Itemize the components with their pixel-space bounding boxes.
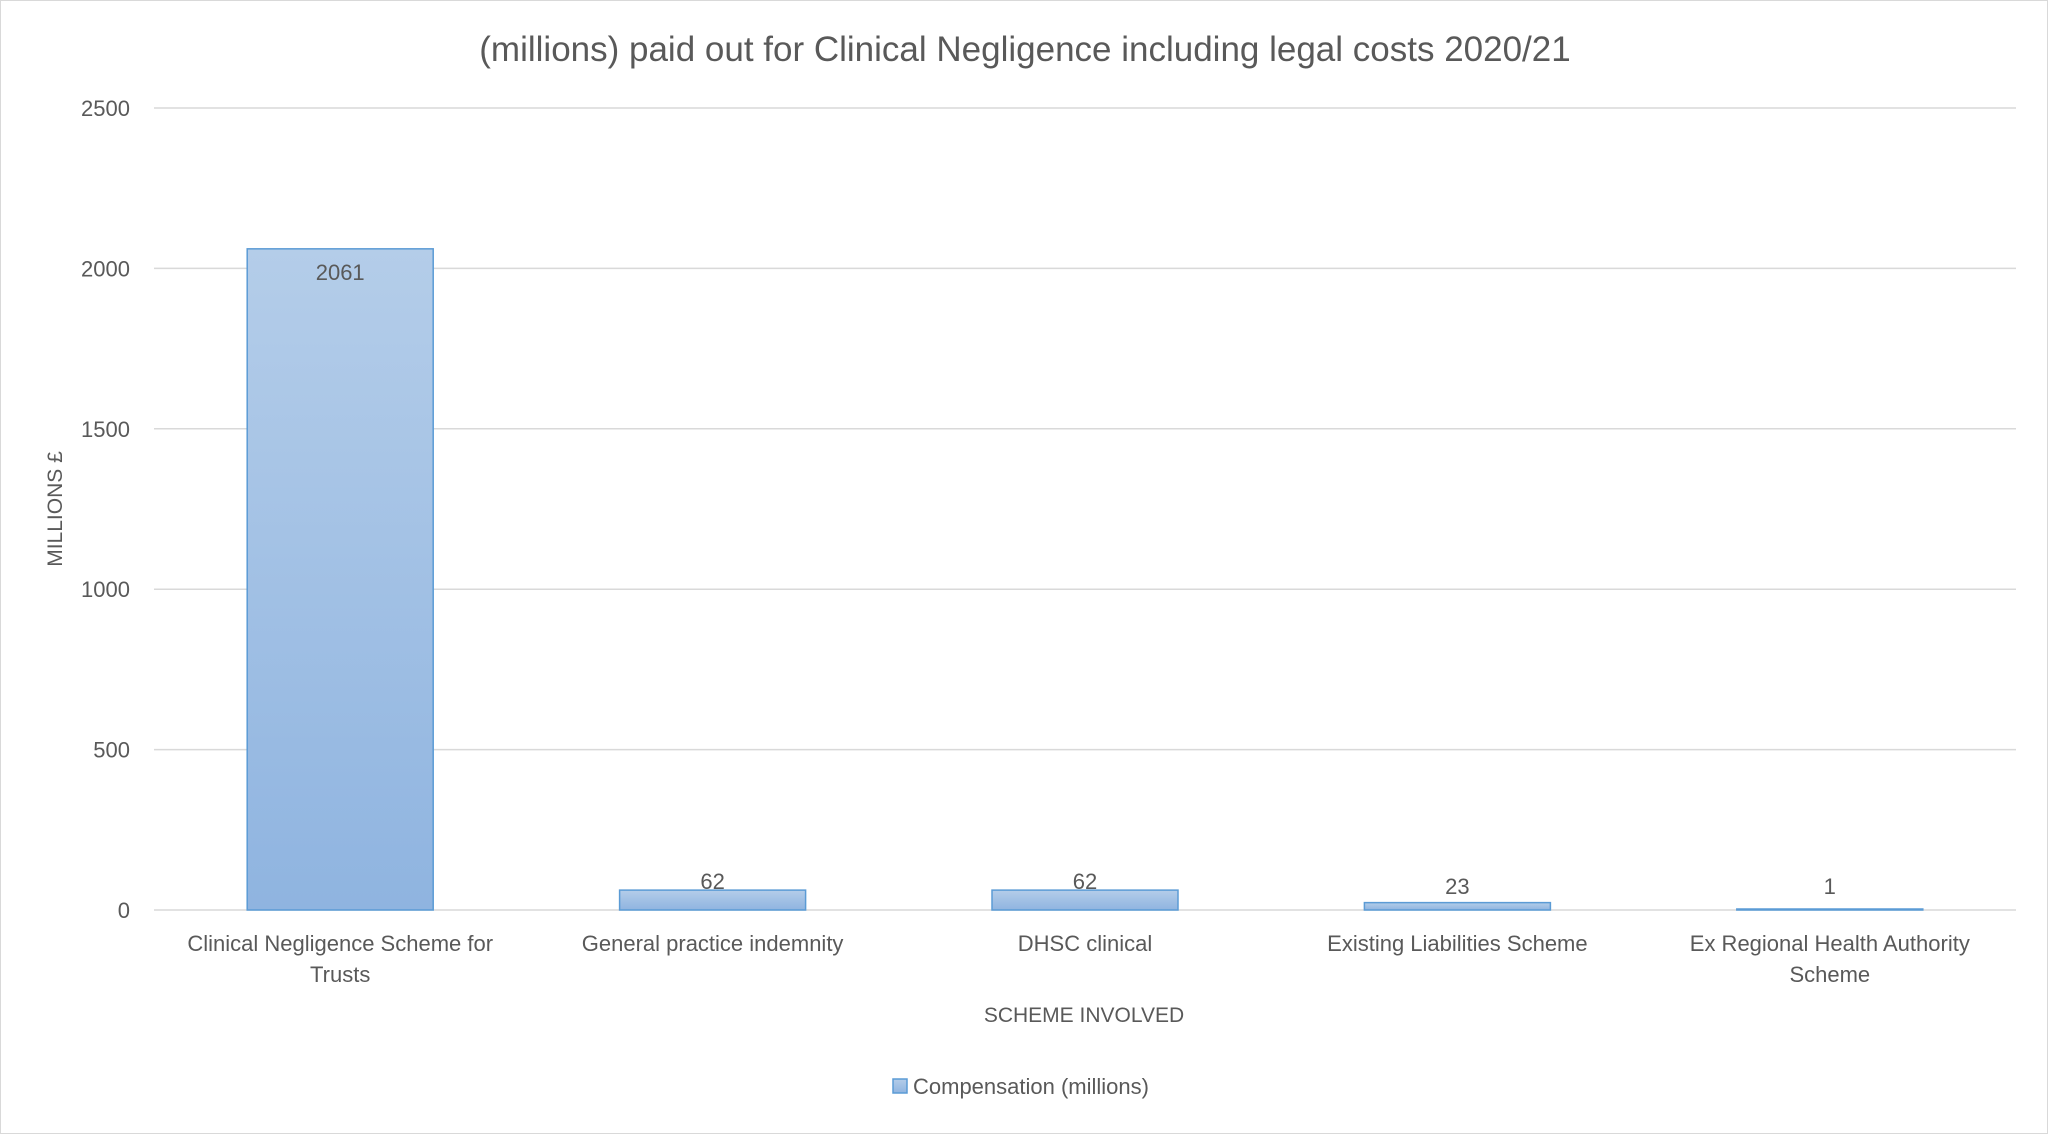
- bar: [618, 889, 807, 911]
- data-label: 23: [1445, 874, 1469, 899]
- x-category-label: Trusts: [310, 962, 370, 987]
- bar: [991, 889, 1179, 911]
- bar: [246, 248, 434, 911]
- x-category-label: Scheme: [1789, 962, 1870, 987]
- x-category-label: Existing Liabilities Scheme: [1327, 931, 1587, 956]
- y-tick-label: 0: [118, 898, 130, 923]
- legend: Compensation (millions): [892, 1074, 1149, 1099]
- bar: [1736, 908, 1924, 911]
- y-tick-label: 1500: [81, 417, 130, 442]
- x-category-label: General practice indemnity: [582, 931, 844, 956]
- x-category-label: DHSC clinical: [1018, 931, 1152, 956]
- data-label: 62: [700, 869, 724, 894]
- y-axis-title: MILLIONS £: [44, 451, 67, 567]
- x-axis-title: SCHEME INVOLVED: [984, 1004, 1184, 1027]
- data-label: 62: [1073, 869, 1097, 894]
- x-category-label: Clinical Negligence Scheme for: [187, 931, 493, 956]
- chart-title: (millions) paid out for Clinical Neglige…: [479, 30, 1570, 69]
- y-axis-ticks: 0 500 1000 1500 2000 2500: [81, 96, 130, 923]
- y-tick-label: 500: [93, 738, 130, 763]
- gridlines: [154, 107, 2016, 911]
- legend-label: Compensation (millions): [913, 1074, 1149, 1099]
- bar: [1363, 901, 1552, 911]
- y-tick-label: 2500: [81, 96, 130, 121]
- bars: [246, 248, 1924, 911]
- data-label: 1: [1824, 874, 1836, 899]
- y-tick-label: 1000: [81, 577, 130, 602]
- legend-swatch: [892, 1078, 908, 1094]
- x-category-label: Ex Regional Health Authority: [1690, 931, 1970, 956]
- data-labels: 2061 62 62 23 1: [316, 260, 1836, 899]
- y-tick-label: 2000: [81, 256, 130, 281]
- x-axis-categories: Clinical Negligence Scheme for Trusts Gene…: [187, 931, 1969, 987]
- data-label: 2061: [316, 260, 365, 285]
